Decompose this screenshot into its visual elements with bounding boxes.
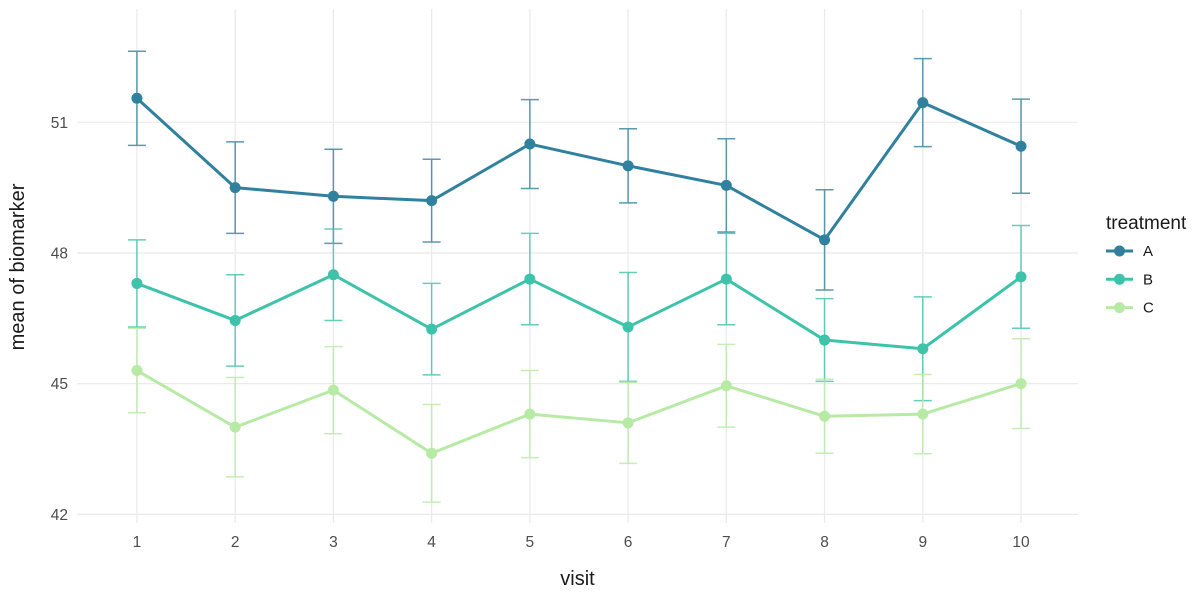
data-point [720, 380, 732, 392]
legend-label: A [1143, 243, 1153, 260]
data-point [1015, 140, 1027, 152]
data-point [229, 421, 241, 433]
data-point [819, 334, 831, 346]
series-B [127, 224, 1031, 402]
y-tick-label: 51 [51, 115, 68, 132]
data-point [622, 417, 634, 429]
series-A [127, 50, 1031, 291]
legend-key-point [1114, 302, 1125, 314]
data-point [524, 408, 536, 420]
data-point [229, 182, 241, 194]
data-point [131, 92, 143, 104]
x-tick-label: 6 [624, 534, 633, 551]
data-point [426, 323, 438, 335]
series-group [127, 50, 1031, 503]
y-tick-label: 42 [51, 507, 68, 524]
series-line [135, 96, 1023, 242]
x-tick-label: 9 [918, 534, 927, 551]
x-tick-label: 5 [526, 534, 535, 551]
series-line [135, 369, 1023, 455]
data-point [229, 314, 241, 326]
legend-item-C: C [1106, 300, 1154, 317]
data-point [917, 97, 929, 109]
data-point [131, 365, 143, 377]
data-point [1015, 271, 1027, 283]
legend-title: treatment [1106, 213, 1187, 234]
legend-key-point [1114, 273, 1125, 285]
legend-key-point [1114, 245, 1125, 257]
x-tick-label: 8 [820, 534, 829, 551]
data-point [622, 160, 634, 172]
data-point [327, 269, 339, 281]
data-point [1015, 378, 1027, 390]
y-tick-label: 48 [51, 245, 68, 262]
legend: ABC [1106, 243, 1154, 317]
x-tick-label: 1 [133, 534, 142, 551]
x-tick-label: 3 [329, 534, 338, 551]
data-point [720, 179, 732, 191]
y-tick-label: 45 [51, 376, 68, 393]
data-point [917, 408, 929, 420]
data-point [327, 190, 339, 202]
legend-item-B: B [1106, 271, 1153, 288]
data-point [917, 343, 929, 355]
series-C [127, 327, 1031, 503]
x-axis-title: visit [560, 568, 595, 590]
y-axis-title: mean of biomarker [7, 183, 29, 350]
data-point [426, 447, 438, 459]
gridlines [77, 9, 1078, 523]
data-point [524, 273, 536, 285]
data-point [819, 234, 831, 246]
x-tick-label: 10 [1012, 534, 1030, 551]
data-point [426, 195, 438, 207]
data-point [327, 384, 339, 396]
data-point [131, 277, 143, 289]
legend-item-A: A [1106, 243, 1153, 260]
x-tick-label: 7 [722, 534, 731, 551]
data-point [524, 138, 536, 150]
data-point [622, 321, 634, 333]
x-tick-label: 4 [427, 534, 436, 551]
series-line [135, 273, 1023, 351]
data-point [720, 273, 732, 285]
legend-label: C [1143, 300, 1154, 317]
x-tick-label: 2 [231, 534, 240, 551]
legend-label: B [1143, 271, 1153, 288]
data-point [819, 410, 831, 422]
